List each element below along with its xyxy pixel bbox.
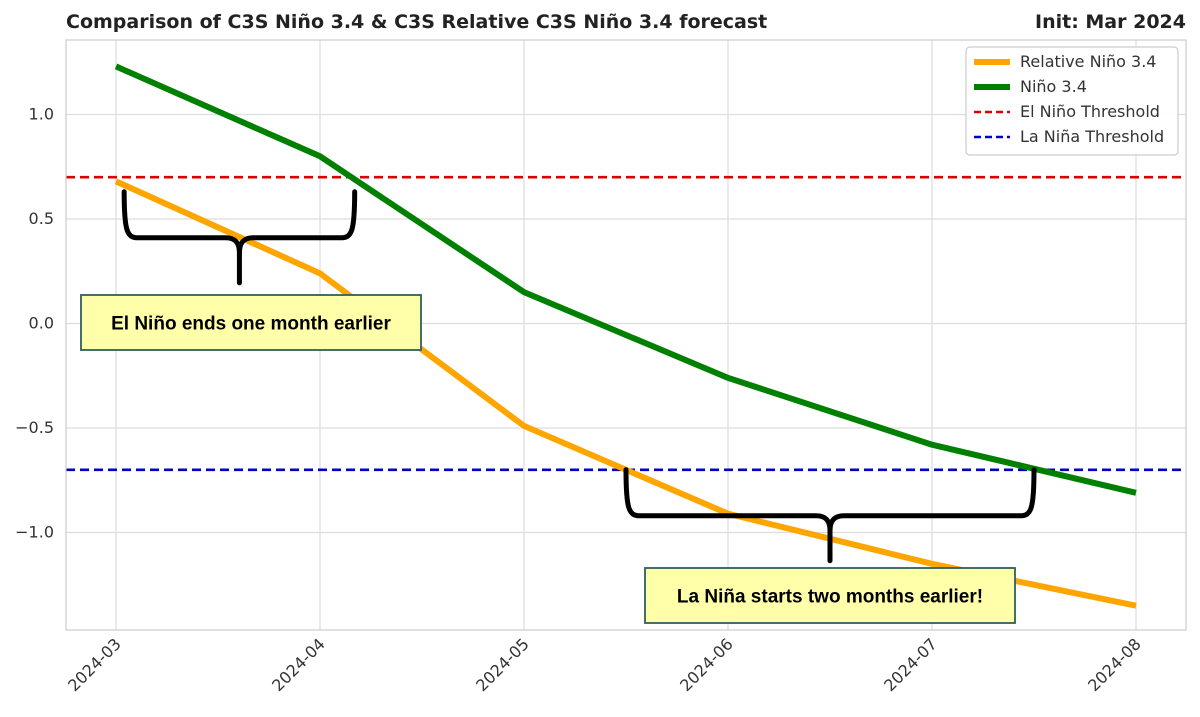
legend-label: El Niño Threshold (1020, 102, 1160, 121)
el-nino-brace (121, 189, 358, 286)
legend: Relative Niño 3.4 Niño 3.4 El Niño Thresho… (965, 46, 1179, 156)
y-tick-label: 0.0 (29, 314, 54, 333)
x-tick-label: 2024-06 (676, 634, 737, 695)
legend-label: La Niña Threshold (1020, 127, 1164, 146)
nino34-line (114, 63, 1137, 496)
relative-nino34-line (114, 178, 1137, 609)
y-tick-label: −1.0 (15, 523, 54, 542)
y-tick-label: 0.5 (29, 209, 54, 228)
chart-title: Comparison of C3S Niño 3.4 & C3S Relativ… (66, 11, 767, 33)
x-tick-label: 2024-03 (64, 634, 125, 695)
plot-frame (65, 39, 1187, 631)
legend-label: Niño 3.4 (1020, 77, 1087, 96)
y-tick-label: −0.5 (15, 418, 54, 437)
el-nino-annotation-text: El Niño ends one month earlier (111, 314, 391, 335)
annotations: El Niño ends one month earlier La Niña st… (80, 189, 1037, 624)
el-nino-annotation-box (80, 294, 422, 351)
legend-box (965, 46, 1179, 156)
legend-label: Relative Niño 3.4 (1020, 52, 1156, 71)
x-tick-label: 2024-05 (472, 634, 533, 695)
la-nina-annotation-box (644, 567, 1016, 624)
x-tick-label: 2024-04 (268, 634, 329, 695)
chart-init-label: Init: Mar 2024 (1035, 11, 1186, 33)
la-nina-annotation-text: La Niña starts two months earlier! (677, 587, 983, 608)
x-tick-label: 2024-07 (880, 634, 941, 695)
x-tick-label: 2024-08 (1084, 634, 1145, 695)
la-nina-brace (623, 467, 1037, 564)
y-tick-label: 1.0 (29, 105, 54, 124)
